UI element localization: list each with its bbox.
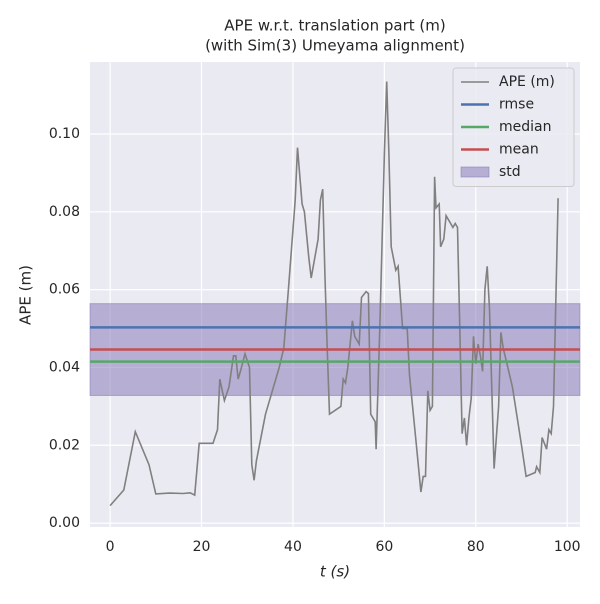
y-axis-label: APE (m) [17, 265, 35, 325]
legend-swatch [460, 166, 490, 178]
legend-box [452, 67, 575, 187]
x-tick-label: 0 [106, 539, 115, 555]
y-tick-label: 0.10 [49, 126, 80, 142]
y-tick-label: 0.02 [49, 437, 80, 453]
x-tick-label: 100 [554, 539, 581, 555]
data-line [109, 81, 559, 507]
x-axis-label: t (s) [320, 563, 350, 581]
x-tick-label: 40 [284, 539, 302, 555]
y-tick-label: 0.00 [49, 515, 80, 531]
y-tick-label: 0.04 [49, 359, 80, 375]
legend-label: median [499, 119, 551, 135]
legend-label: std [499, 164, 521, 180]
legend-label: rmse [499, 97, 534, 113]
y-tick-label: 0.06 [49, 282, 80, 298]
x-tick-label: 60 [375, 539, 393, 555]
x-tick-label: 80 [467, 539, 485, 555]
y-tick-label: 0.08 [49, 204, 80, 220]
legend-label: mean [499, 142, 539, 158]
x-tick-label: 20 [193, 539, 211, 555]
chart-title: APE w.r.t. translation part (m) [224, 17, 445, 35]
legend-label: APE (m) [499, 74, 555, 90]
chart-subtitle: (with Sim(3) Umeyama alignment) [205, 37, 465, 55]
